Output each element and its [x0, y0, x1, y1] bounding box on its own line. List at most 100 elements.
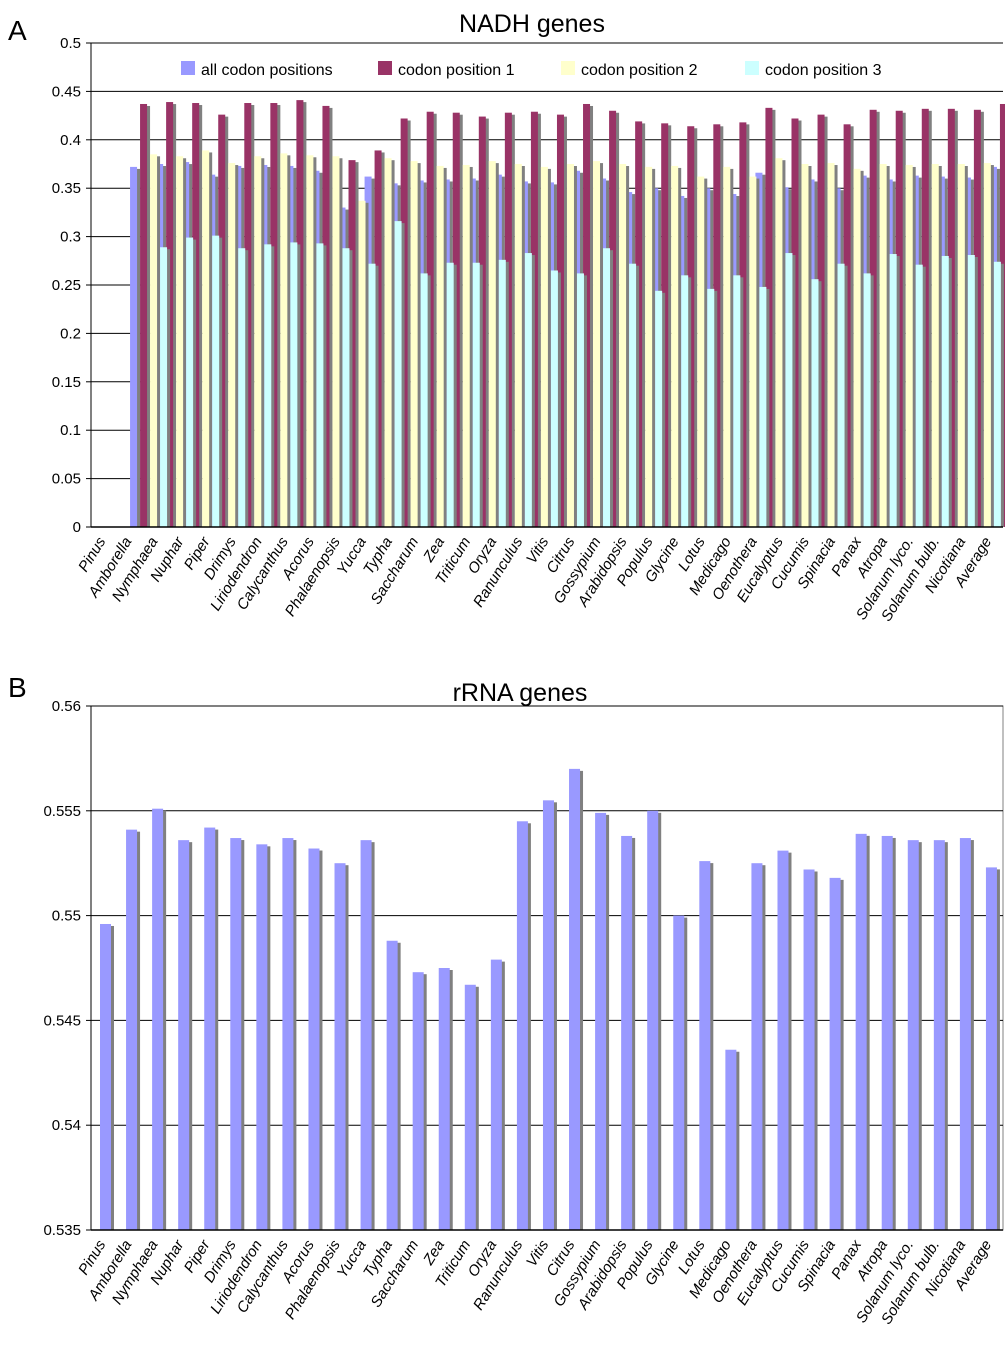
panel-a-bar	[629, 263, 637, 527]
panel-b-bar	[334, 863, 346, 1230]
panel-a-bar	[576, 273, 584, 527]
panel-b-bar	[308, 848, 320, 1230]
panel-a-y-tick-label: 0.3	[60, 229, 81, 246]
panel-a-bar	[316, 243, 324, 527]
panel-a-bar	[775, 158, 783, 527]
panel-b-bar	[178, 840, 190, 1230]
panel-a-bar	[176, 156, 184, 528]
panel-b-bar	[829, 877, 841, 1230]
panel-a-bar	[436, 165, 444, 527]
legend-swatch	[561, 61, 575, 75]
panel-a-bar	[733, 275, 741, 527]
legend-swatch	[181, 61, 195, 75]
panel-a-bar	[931, 164, 939, 527]
panel-b-bar	[985, 867, 997, 1230]
panel-a-letter: A	[8, 15, 27, 46]
panel-a-bar	[811, 279, 819, 527]
panel-a-bar	[671, 165, 679, 527]
panel-a-y-tick-label: 0.1	[60, 422, 81, 439]
panel-b-bar	[282, 838, 294, 1230]
panel-a-bar	[967, 254, 975, 527]
panel-a-bar	[384, 158, 392, 527]
panel-a-bar	[655, 290, 663, 527]
panel-b-bar	[595, 812, 607, 1230]
panel-a-bar	[238, 248, 246, 527]
panel-a-legend: all codon positions codon position 1 codon…	[181, 61, 882, 79]
panel-b-bar	[386, 940, 398, 1230]
panel-b-y-tick-label: 0.55	[52, 908, 81, 925]
panel-a-bar	[306, 155, 314, 527]
panel-b-bar	[542, 800, 554, 1230]
panel-a-y-tick-label: 0.4	[60, 132, 81, 149]
panel-b-bar	[621, 835, 633, 1230]
panel-b-bar	[647, 810, 659, 1230]
panel-a-bar	[160, 247, 168, 528]
panel-a-bar	[697, 176, 705, 528]
panel-a-bar	[863, 273, 871, 527]
panel-a-bar	[619, 164, 627, 527]
panel-a-bar	[462, 164, 470, 527]
panel-a-bar	[941, 255, 949, 527]
panel-a-bar	[498, 259, 506, 527]
panel-a-bar	[993, 261, 1001, 527]
panel-a-bar	[202, 150, 210, 527]
panel-a-bar	[723, 166, 731, 528]
panel-a-bar	[645, 166, 653, 528]
panel-a-chart: A NADH genes 0 0.05 0.1 0.15 0.2 0.25 0.3 0.35 0…	[8, 10, 1005, 624]
panel-a-bar	[853, 168, 861, 527]
panel-b-bar	[699, 861, 711, 1230]
panel-a-bar	[550, 270, 558, 527]
panel-a-bar	[290, 242, 298, 527]
panel-a-bar	[593, 161, 601, 527]
panel-a-bar	[472, 262, 480, 527]
panel-b-bar	[438, 968, 450, 1230]
panel-b-bar	[751, 863, 763, 1230]
panel-a-bar	[358, 200, 366, 527]
panel-b-y-tick-label: 0.555	[43, 803, 81, 820]
panel-a-bar	[394, 221, 402, 527]
panel-b-bar	[855, 833, 867, 1230]
panel-a-bar	[410, 161, 418, 527]
legend-label: codon position 2	[581, 62, 698, 79]
panel-a-bar	[228, 163, 236, 528]
panel-b-bar	[777, 850, 789, 1230]
panel-a-bar	[957, 164, 965, 527]
legend-label: codon position 1	[398, 62, 515, 79]
panel-b-y-tick-label: 0.54	[52, 1117, 81, 1134]
panel-b-bar	[933, 840, 945, 1230]
panel-b-bar	[569, 768, 581, 1230]
panel-a-bar	[827, 163, 835, 528]
panel-a-bar	[889, 254, 897, 528]
panel-a-y-tick-label: 0.15	[52, 374, 81, 391]
panel-a-bar	[540, 166, 548, 528]
panel-a-y-tick-label: 0.5	[60, 35, 81, 52]
panel-a-bar	[983, 163, 991, 528]
panel-a-bar	[186, 237, 194, 527]
panel-b-bar	[907, 840, 919, 1230]
panel-a-bar	[905, 164, 913, 527]
panel-a-bar	[264, 244, 272, 527]
panel-a-y-tick-label: 0.35	[52, 180, 81, 197]
panel-a-y-tick-label: 0.2	[60, 325, 81, 342]
panel-a-bar	[446, 262, 454, 527]
panel-b-bar	[126, 829, 138, 1230]
panel-a-bar	[150, 154, 158, 527]
panel-a-bar	[368, 263, 376, 527]
panel-a-bar	[140, 103, 148, 527]
panel-a-bar	[681, 275, 689, 527]
panel-b-bar	[490, 959, 502, 1230]
panel-a-bar	[759, 286, 767, 527]
panel-a-bar	[254, 156, 262, 528]
panel-a-bar	[566, 164, 574, 527]
panel-a-bar	[603, 248, 611, 527]
panel-b-bar	[959, 838, 971, 1230]
panel-b-bar	[360, 840, 372, 1230]
panel-b-bar	[881, 835, 893, 1230]
panel-a-bar	[837, 263, 845, 527]
panel-a-bar	[879, 164, 887, 527]
panel-b-bar	[204, 827, 216, 1230]
legend-swatch	[745, 61, 759, 75]
legend-swatch	[378, 61, 392, 75]
panel-b-y-tick-label: 0.56	[52, 698, 81, 715]
panel-a-bar	[488, 161, 496, 527]
